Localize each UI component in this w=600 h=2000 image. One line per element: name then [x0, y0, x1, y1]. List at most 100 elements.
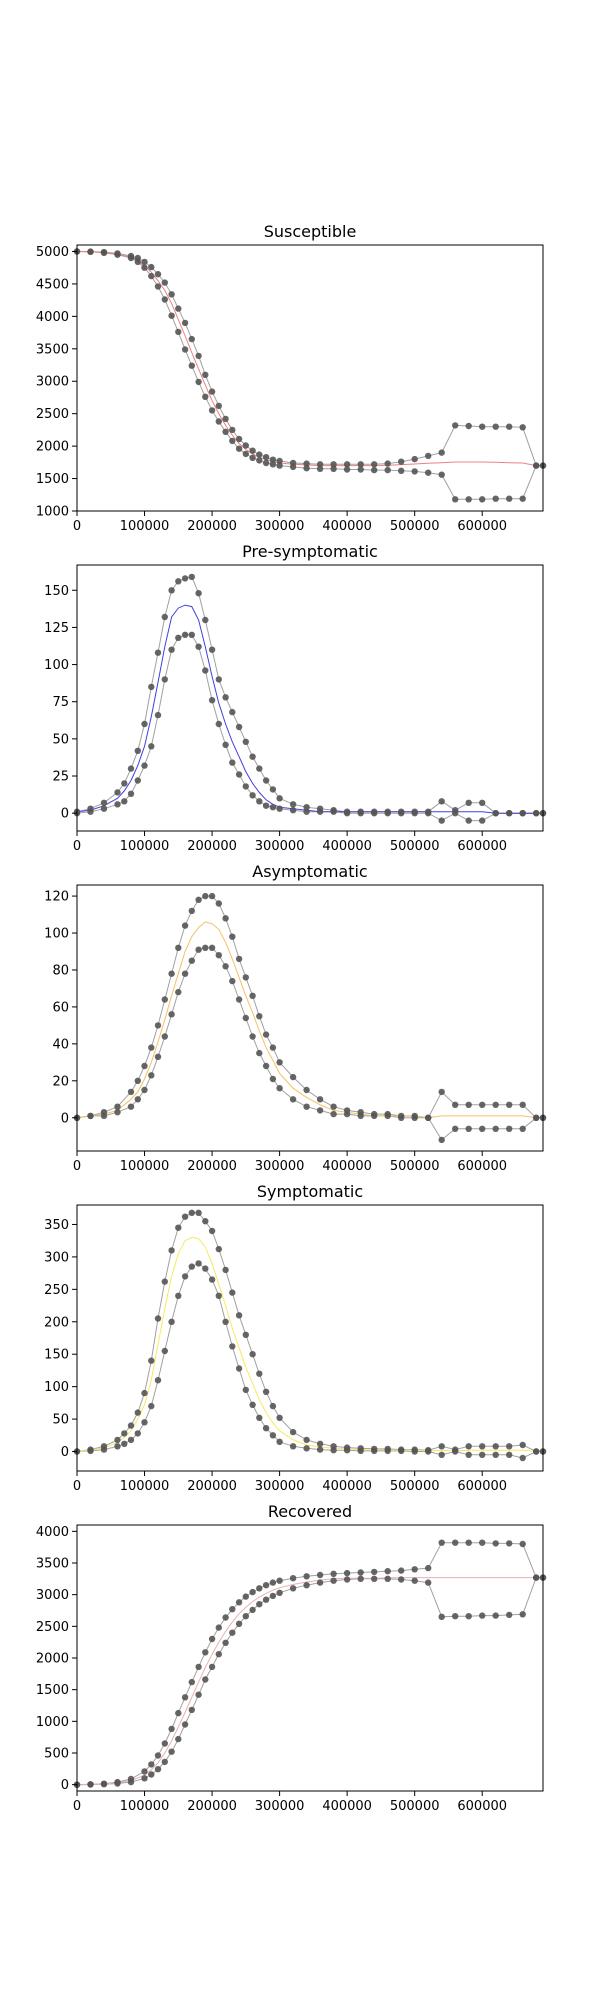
susceptible-upper-point	[222, 415, 229, 423]
asymptomatic-lower-point	[465, 1125, 472, 1133]
recovered-upper-point	[262, 1582, 270, 1589]
symptomatic-upper-point	[148, 1357, 155, 1364]
recovered-upper-point	[519, 1540, 526, 1548]
symptomatic-lower-point	[242, 1386, 249, 1394]
asymptomatic-y-tick-label: 60	[52, 1000, 69, 1015]
symptomatic-upper-point	[114, 1436, 121, 1444]
symptomatic-upper-point	[465, 1443, 472, 1450]
asymptomatic-upper-point	[195, 896, 202, 903]
pre-symptomatic-y-tick-label: 50	[52, 732, 69, 747]
symptomatic-lower-point	[384, 1447, 391, 1455]
symptomatic-upper-point	[222, 1266, 229, 1274]
asymptomatic-upper-point	[438, 1088, 445, 1096]
symptomatic-upper-point	[256, 1370, 263, 1377]
recovered-lower-band-line	[76, 1577, 543, 1786]
symptomatic-upper-point	[262, 1388, 270, 1396]
recovered-lower-point	[519, 1611, 526, 1618]
symptomatic-lower-point	[202, 1265, 209, 1272]
recovered-lower-point	[425, 1579, 432, 1586]
pre-symptomatic-lower-point	[195, 643, 202, 650]
pre-symptomatic-upper-point	[276, 795, 283, 802]
recovered-lower-point	[269, 1592, 277, 1600]
recovered-upper-point	[141, 1768, 148, 1775]
susceptible-upper-point	[202, 371, 209, 378]
recovered-lower-point	[202, 1676, 209, 1683]
susceptible-upper-point	[384, 460, 391, 467]
susceptible-x-tick-label: 100000	[120, 519, 170, 534]
pre-symptomatic-lower-point	[249, 792, 256, 799]
recovered-upper-point	[256, 1585, 263, 1592]
symptomatic-lower-point	[276, 1438, 283, 1446]
pre-symptomatic-upper-point	[141, 720, 148, 728]
symptomatic-upper-point	[506, 1443, 513, 1450]
pre-symptomatic-upper-point	[256, 765, 263, 772]
asymptomatic-lower-point	[87, 1112, 94, 1120]
asymptomatic-lower-point	[168, 1011, 175, 1018]
asymptomatic-upper-point	[141, 1062, 148, 1070]
pre-symptomatic-lower-point	[161, 676, 168, 683]
pre-symptomatic-lower-point	[222, 741, 229, 748]
asymptomatic-y-tick-label: 120	[44, 890, 69, 905]
symptomatic-upper-point	[289, 1428, 297, 1436]
asymptomatic-lower-point	[384, 1112, 391, 1120]
recovered-lower-point	[168, 1748, 175, 1755]
asymptomatic-upper-point	[235, 955, 243, 963]
asymptomatic-upper-point	[168, 970, 175, 977]
recovered-upper-point	[384, 1568, 391, 1575]
susceptible-lower-point	[161, 296, 168, 303]
recovered-upper-point	[316, 1571, 324, 1579]
symptomatic-upper-point	[276, 1414, 283, 1422]
symptomatic-lower-point	[127, 1436, 135, 1444]
pre-symptomatic-upper-point	[303, 804, 310, 811]
symptomatic-x-tick-label: 200000	[187, 1479, 237, 1494]
susceptible-y-tick-label: 4000	[36, 310, 69, 325]
pre-symptomatic-upper-band-line	[76, 576, 543, 814]
pre-symptomatic-lower-point	[121, 798, 128, 805]
asymptomatic-lower-point	[411, 1114, 418, 1122]
asymptomatic-upper-point	[114, 1103, 121, 1110]
asymptomatic-lower-point	[533, 1114, 540, 1122]
asymptomatic-upper-point	[289, 1073, 297, 1081]
susceptible-upper-point	[141, 258, 148, 266]
symptomatic-upper-point	[141, 1389, 148, 1397]
asymptomatic-upper-point	[249, 992, 256, 999]
symptomatic-upper-point	[269, 1402, 277, 1410]
pre-symptomatic-title: Pre-symptomatic	[242, 542, 378, 561]
susceptible-panel: Susceptible 0 100000 200000 300000 400000 5000…	[36, 222, 547, 534]
susceptible-x-tick-label: 600000	[457, 519, 507, 534]
pre-symptomatic-lower-point	[492, 810, 499, 817]
pre-symptomatic-x-tick-label: 300000	[255, 839, 305, 854]
asymptomatic-upper-point	[188, 907, 195, 915]
recovered-y-tick-label: 1500	[36, 1683, 69, 1698]
pre-symptomatic-upper-point	[479, 799, 486, 806]
asymptomatic-lower-point	[161, 1033, 168, 1040]
pre-symptomatic-upper-point	[222, 694, 229, 701]
pre-symptomatic-plot-area	[73, 573, 547, 824]
symptomatic-lower-point	[438, 1451, 445, 1459]
recovered-upper-point	[425, 1564, 432, 1572]
recovered-axes-frame	[76, 1524, 544, 1792]
pre-symptomatic-lower-point	[229, 759, 236, 766]
pre-symptomatic-lower-point	[289, 807, 297, 814]
symptomatic-x-tick-label: 300000	[255, 1479, 305, 1494]
recovered-upper-point	[371, 1568, 378, 1576]
susceptible-lower-point	[235, 445, 243, 452]
asymptomatic-lower-point	[154, 1053, 162, 1061]
symptomatic-upper-point	[479, 1443, 486, 1450]
pre-symptomatic-upper-point	[121, 780, 128, 787]
recovered-lower-point	[316, 1579, 324, 1586]
asymptomatic-upper-point	[134, 1077, 141, 1085]
symptomatic-upper-point	[249, 1351, 256, 1358]
susceptible-y-tick-label: 3000	[36, 375, 69, 390]
pre-symptomatic-y-tick-label: 100	[44, 658, 69, 673]
susceptible-upper-point	[215, 402, 222, 410]
symptomatic-y-tick-label: 300	[44, 1250, 69, 1265]
symptomatic-lower-point	[533, 1448, 540, 1455]
susceptible-lower-point	[168, 312, 175, 319]
susceptible-lower-point	[411, 468, 418, 475]
recovered-upper-point	[161, 1740, 168, 1747]
asymptomatic-lower-point	[235, 996, 243, 1003]
pre-symptomatic-upper-point	[249, 753, 256, 760]
pre-symptomatic-lower-point	[127, 790, 135, 797]
